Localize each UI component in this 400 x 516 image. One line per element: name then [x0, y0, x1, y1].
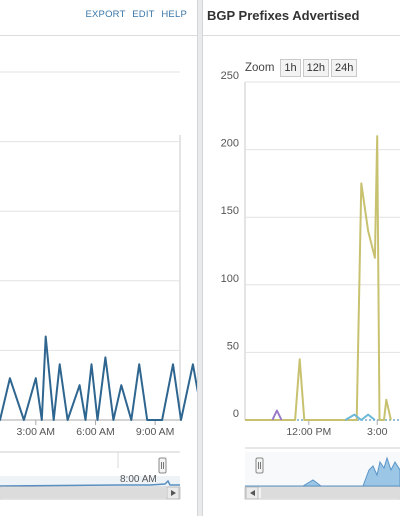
y-tick-label: 150	[221, 205, 239, 217]
navigator-handle	[158, 457, 167, 474]
y-tick-label: 100	[221, 273, 239, 285]
navigator-time-label: 8:00 AM	[120, 474, 157, 485]
scrollbar-thumb	[0, 488, 166, 498]
chevron-left-icon	[250, 490, 255, 496]
y-tick-label: 250	[221, 70, 239, 82]
help-link[interactable]: HELP	[161, 9, 187, 20]
x-tick-label: 12:00 PM	[286, 426, 331, 438]
edit-link[interactable]: EDIT	[132, 9, 155, 20]
header-divider	[203, 35, 400, 36]
x-tick-label: 9:00 AM	[136, 426, 175, 438]
zoom-24h-button[interactable]: 24h	[331, 59, 358, 77]
panel-divider[interactable]	[197, 0, 203, 516]
series-line	[344, 413, 376, 421]
zoom-1h-button[interactable]: 1h	[280, 59, 301, 77]
zoom-12h-button[interactable]: 12h	[302, 59, 330, 77]
navigator-series-line	[0, 479, 180, 487]
right-chart-svg: 0 50 100 150 200 250 12:00 PM 3:00	[221, 70, 400, 500]
series-line	[0, 335, 197, 421]
export-link[interactable]: EXPORT	[85, 9, 126, 20]
x-tick-label: 3:00 AM	[17, 426, 56, 438]
y-tick-label: 50	[227, 340, 239, 352]
x-tick-label: 3:00	[367, 426, 388, 438]
chart-actions: EXPORT EDIT HELP	[81, 9, 187, 20]
chart-title: BGP Prefixes Advertised	[207, 8, 360, 23]
left-chart-panel: EXPORT EDIT HELP 3:00 AM 6:00 AM 9:00 AM 8:…	[0, 0, 197, 516]
y-tick-label: 200	[221, 138, 239, 150]
y-tick-label: 0	[233, 408, 239, 420]
zoom-controls: Zoom 1h 12h 24h	[245, 59, 359, 77]
x-tick-label: 6:00 AM	[76, 426, 115, 438]
zoom-label: Zoom	[245, 62, 275, 74]
navigator-handle	[255, 457, 264, 474]
series-line	[245, 135, 392, 421]
header-divider	[0, 35, 197, 36]
left-chart-svg: 3:00 AM 6:00 AM 9:00 AM 8:00 AM	[0, 71, 197, 500]
navigator-area	[245, 456, 400, 487]
scrollbar-thumb	[261, 488, 400, 498]
chevron-right-icon	[171, 490, 176, 496]
right-chart-panel: BGP Prefixes Advertised 0 50 100 150 200 250 1…	[203, 0, 400, 516]
series-line	[271, 409, 283, 421]
